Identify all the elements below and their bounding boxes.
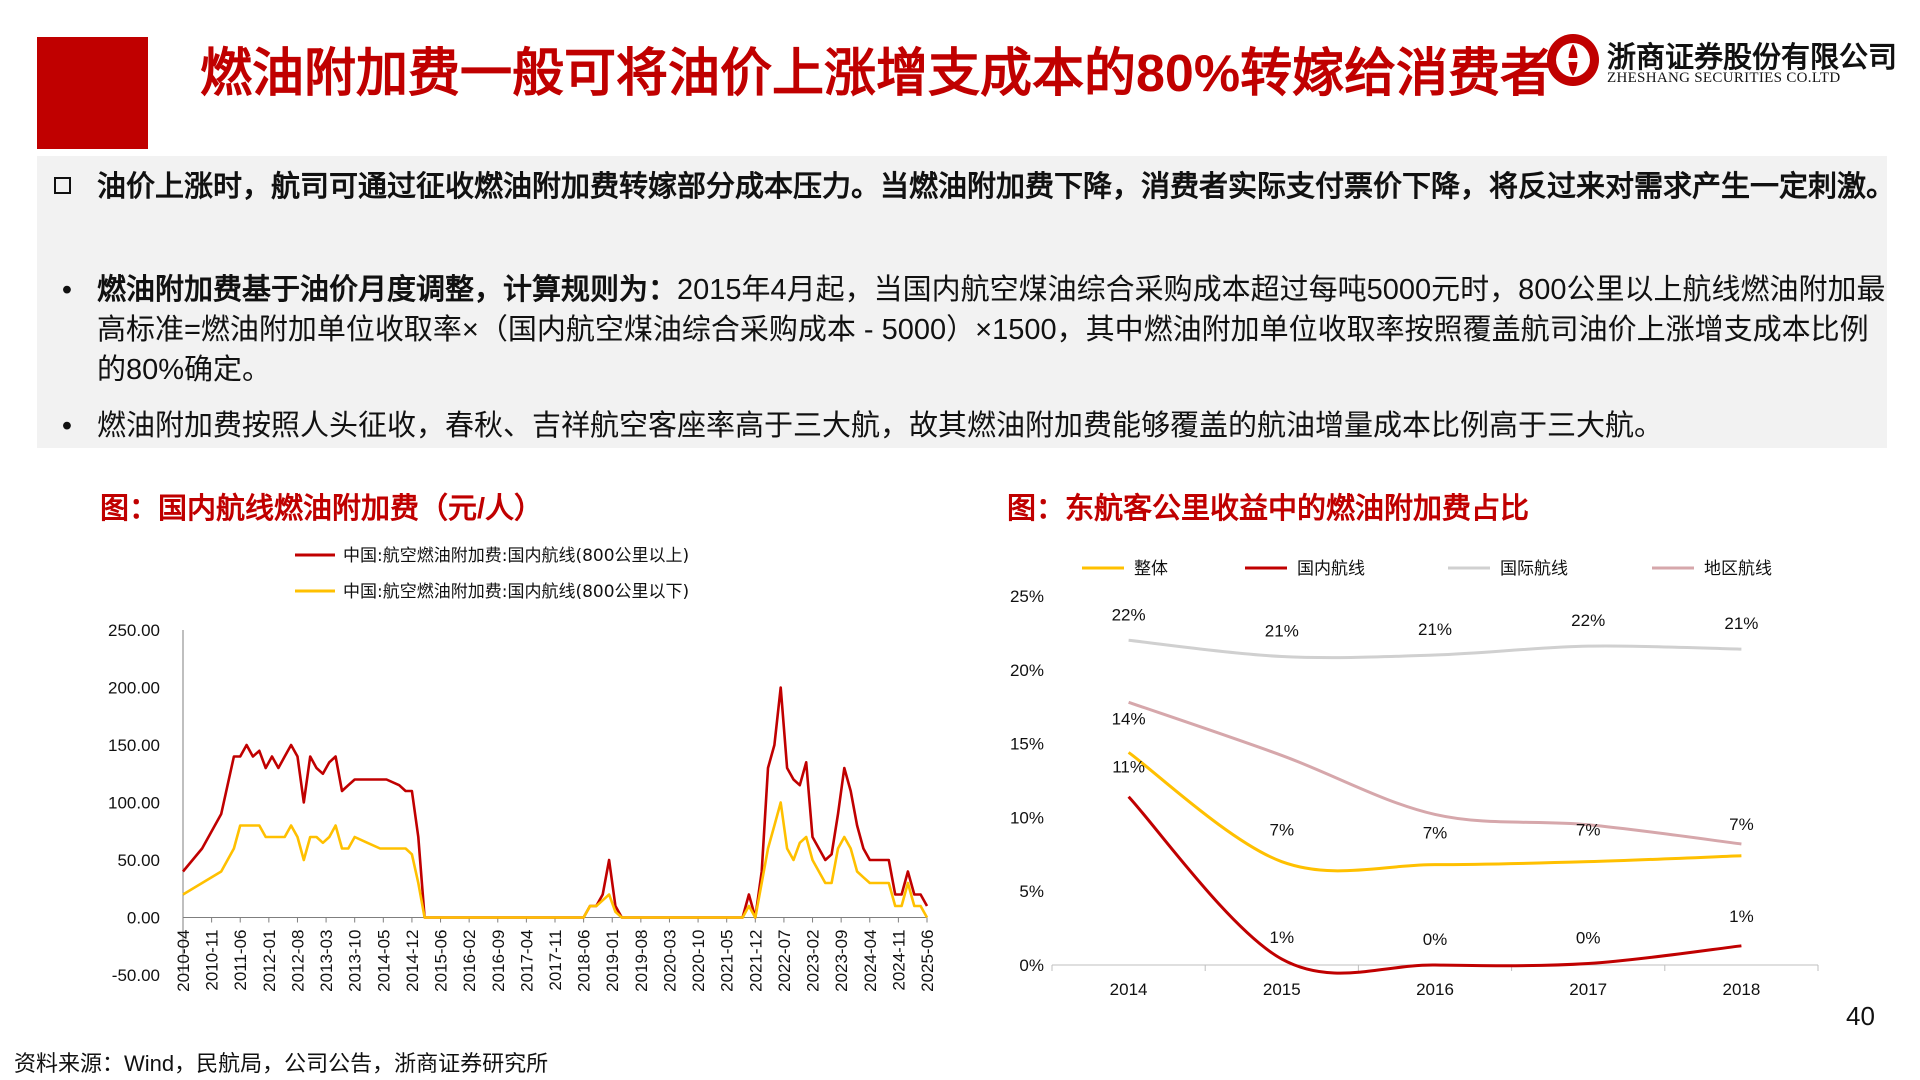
y-tick-label: 50.00 xyxy=(117,851,160,870)
x-tick-label: 2014-12 xyxy=(403,930,422,992)
y-tick-label: 5% xyxy=(1019,882,1044,901)
series-line xyxy=(181,686,929,919)
legend-label: 地区航线 xyxy=(1704,559,1772,579)
summary-box: 油价上涨时，航司可通过征收燃油附加费转嫁部分成本压力。当燃油附加费下降，消费者实… xyxy=(37,156,1895,448)
legend-label: 国际航线 xyxy=(1500,559,1568,579)
x-tick-label: 2019-08 xyxy=(632,930,651,992)
y-tick-label: -50.00 xyxy=(112,966,160,985)
logo-name-cn: 浙商证券股份有限公司 xyxy=(1607,42,1898,74)
source-note: 资料来源：Wind，民航局，公司公告，浙商证券研究所 xyxy=(14,1051,549,1076)
x-tick-label: 2010-11 xyxy=(203,930,222,991)
series-line xyxy=(182,801,929,919)
data-label: 0% xyxy=(1576,929,1601,948)
data-label: 7% xyxy=(1270,821,1295,840)
x-tick-label: 2022-07 xyxy=(775,930,794,992)
logo-name-en: ZHESHANG SECURITIES CO.LTD xyxy=(1607,70,1841,86)
legend-label: 国内航线 xyxy=(1297,559,1365,579)
x-tick-label: 2020-03 xyxy=(660,930,679,992)
data-label: 0% xyxy=(1423,930,1448,949)
data-label: 1% xyxy=(1270,928,1295,947)
company-logo: 浙商证券股份有限公司 ZHESHANG SECURITIES CO.LTD xyxy=(1545,28,1897,98)
x-tick-label: 2020-10 xyxy=(689,930,708,992)
right-chart-title: 图：东航客公里收益中的燃油附加费占比 xyxy=(1007,493,1530,525)
x-tick-label: 2015-06 xyxy=(432,930,451,992)
data-label: 7% xyxy=(1729,815,1754,834)
rule-heading: 燃油附加费基于油价月度调整，计算规则为： xyxy=(97,274,678,306)
series-line xyxy=(1128,700,1742,846)
y-tick-label: 15% xyxy=(1010,735,1044,754)
x-tick-label: 2021-12 xyxy=(746,930,765,992)
square-bullet-icon xyxy=(54,177,71,194)
rule-body: 2015年4月起，当国内航空煤油综合采购成本超过每吨5000元时，800公里以上… xyxy=(97,274,1886,386)
summary-point-3: • 燃油附加费按照人头征收，春秋、吉祥航空客座率高于三大航，故其燃油附加费能够覆… xyxy=(62,406,1897,446)
logo-mark-icon xyxy=(1547,34,1599,86)
x-tick-label: 2016 xyxy=(1416,980,1454,999)
x-tick-label: 2024-11 xyxy=(889,930,908,991)
legend-label: 中国:航空燃油附加费:国内航线(800公里以下) xyxy=(343,582,689,602)
data-label: 22% xyxy=(1112,605,1146,624)
surcharge-share-chart: 整体 国内航线 国际航线 地区航线 25% 20% 15% 10% 5% 0% 2014 2015 20… xyxy=(1010,559,1819,999)
x-tick-label: 2015 xyxy=(1263,980,1301,999)
data-label: 7% xyxy=(1576,821,1601,840)
y-tick-label: 10% xyxy=(1010,808,1044,827)
y-tick-label: 100.00 xyxy=(108,794,160,813)
x-tick-label: 2024-04 xyxy=(861,930,880,992)
y-tick-label: 0.00 xyxy=(127,909,160,928)
data-label: 1% xyxy=(1729,907,1754,926)
x-tick-label: 2014-05 xyxy=(374,930,393,992)
x-tick-label: 2012-01 xyxy=(260,930,279,992)
x-tick-label: 2010-04 xyxy=(174,930,193,992)
y-tick-label: 150.00 xyxy=(108,736,160,755)
series-line xyxy=(1127,795,1742,975)
x-tick-label: 2011-06 xyxy=(231,930,250,991)
data-label: 21% xyxy=(1265,622,1299,641)
left-chart-title: 图：国内航线燃油附加费（元/人） xyxy=(100,493,544,525)
page-number: 40 xyxy=(1846,1001,1875,1031)
bullet-icon: • xyxy=(61,274,73,306)
x-tick-label: 2018-06 xyxy=(575,930,594,992)
y-tick-label: 20% xyxy=(1010,661,1044,680)
data-label: 14% xyxy=(1112,709,1146,728)
data-label: 21% xyxy=(1418,620,1452,639)
legend-label: 整体 xyxy=(1134,559,1168,579)
title-accent-bar xyxy=(37,37,148,149)
y-tick-label: 250.00 xyxy=(108,621,160,640)
x-tick-label: 2017-11 xyxy=(546,930,565,991)
y-tick-label: 200.00 xyxy=(108,679,160,698)
x-tick-label: 2014 xyxy=(1110,980,1148,999)
x-tick-label: 2013-10 xyxy=(346,930,365,992)
x-tick-label: 2013-03 xyxy=(317,930,336,992)
data-label: 11% xyxy=(1112,758,1145,777)
y-tick-label: 0% xyxy=(1019,956,1044,975)
x-tick-label: 2023-09 xyxy=(832,930,851,992)
x-tick-label: 2019-01 xyxy=(603,930,622,992)
x-tick-label: 2016-02 xyxy=(460,930,479,992)
x-tick-label: 2012-08 xyxy=(288,930,307,992)
data-label: 22% xyxy=(1571,611,1605,630)
x-tick-label: 2017 xyxy=(1569,980,1607,999)
data-label: 7% xyxy=(1423,824,1448,843)
x-tick-label: 2018 xyxy=(1722,980,1760,999)
x-tick-label: 2016-09 xyxy=(489,930,508,992)
page-title: 燃油附加费一般可将油价上涨增支成本的80%转嫁给消费者 xyxy=(200,45,1553,103)
data-label: 21% xyxy=(1724,614,1758,633)
legend-label: 中国:航空燃油附加费:国内航线(800公里以上) xyxy=(343,546,689,566)
x-tick-label: 2025-06 xyxy=(918,930,937,992)
surcharge-line-chart: 中国:航空燃油附加费:国内航线(800公里以上) 中国:航空燃油附加费:国内航线(… xyxy=(108,546,937,992)
x-tick-label: 2023-02 xyxy=(804,930,823,992)
series-line xyxy=(1128,638,1742,660)
y-tick-label: 25% xyxy=(1010,587,1044,606)
x-tick-label: 2017-04 xyxy=(517,930,536,992)
bullet-icon: • xyxy=(61,410,73,442)
x-tick-label: 2021-05 xyxy=(718,930,737,992)
summary-point-2: • 燃油附加费基于油价月度调整，计算规则为：2015年4月起，当国内航空煤油综合… xyxy=(62,270,1897,390)
series-line xyxy=(1127,751,1742,873)
summary-point-1: 油价上涨时，航司可通过征收燃油附加费转嫁部分成本压力。当燃油附加费下降，消费者实… xyxy=(54,167,1897,207)
